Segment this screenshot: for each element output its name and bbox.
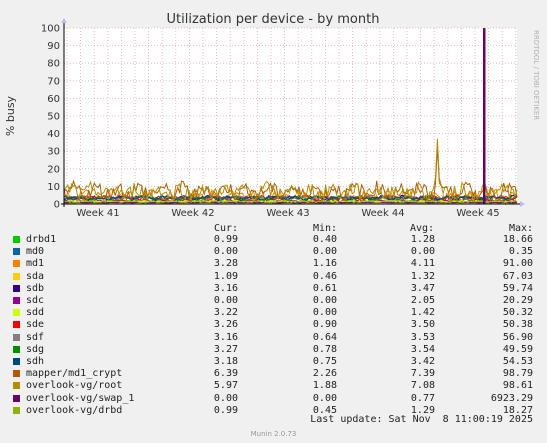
plot-background: [64, 28, 517, 204]
y-tick-label: 20: [47, 164, 60, 175]
y-tick-label: 10: [47, 182, 60, 193]
y-tick-label: 40: [47, 129, 60, 140]
series-line-overlook-vg-drbd: [63, 199, 518, 204]
x-tick-label: Week 44: [361, 208, 404, 219]
y-tick-label: 0: [54, 200, 60, 211]
chart-title: Utilization per device - by month: [167, 12, 380, 27]
x-tick-label: Week 43: [266, 208, 309, 219]
series-spike-overlook-vg-swap_1: [483, 28, 486, 204]
x-tick-label: Week 45: [456, 208, 499, 219]
y-tick-label: 80: [47, 59, 60, 70]
x-tick-label: Week 42: [171, 208, 214, 219]
series-line-overlook-vg-root: [63, 138, 518, 203]
y-tick-label: 70: [47, 76, 60, 87]
y-tick-label: 60: [47, 94, 60, 105]
x-tick-label: Week 41: [76, 208, 119, 219]
y-axis-label: % busy: [4, 95, 17, 136]
y-tick-label: 30: [47, 147, 60, 158]
y-tick-label: 100: [41, 24, 60, 35]
grid-lines: [64, 27, 517, 204]
rrdtool-watermark: RRDTOOL / TOBI OETIKER: [532, 30, 540, 120]
y-axis-arrow: [61, 18, 67, 23]
y-tick-label: 50: [47, 112, 60, 123]
x-axis-arrow: [520, 201, 525, 207]
series-line-sdh: [63, 194, 518, 202]
axes: 0 10 20 30 40 50 60 70 80 90 100 Week 41 Week 42 Week…: [41, 18, 525, 219]
y-tick-label: 90: [47, 41, 60, 52]
